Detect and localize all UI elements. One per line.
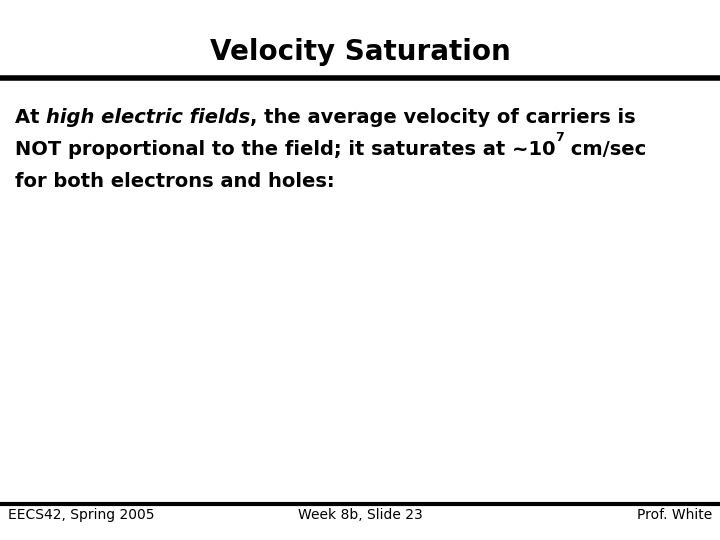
Text: At: At [15,108,46,127]
Text: for both electrons and holes:: for both electrons and holes: [15,172,335,191]
Text: Prof. White: Prof. White [636,508,712,522]
Text: , the average velocity of carriers is: , the average velocity of carriers is [251,108,636,127]
Text: cm/sec: cm/sec [564,140,647,159]
Text: Velocity Saturation: Velocity Saturation [210,38,510,66]
Text: EECS42, Spring 2005: EECS42, Spring 2005 [8,508,155,522]
Text: Week 8b, Slide 23: Week 8b, Slide 23 [297,508,423,522]
Text: NOT proportional to the field; it saturates at ~10: NOT proportional to the field; it satura… [15,140,556,159]
Text: high electric fields: high electric fields [46,108,251,127]
Text: 7: 7 [556,131,564,144]
